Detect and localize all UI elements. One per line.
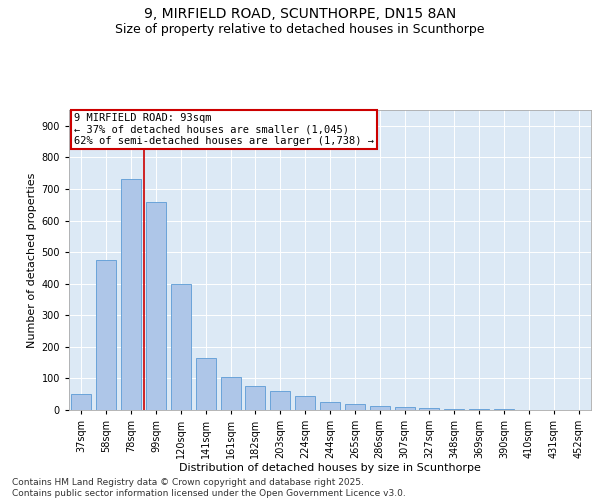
- Text: 9 MIRFIELD ROAD: 93sqm
← 37% of detached houses are smaller (1,045)
62% of semi-: 9 MIRFIELD ROAD: 93sqm ← 37% of detached…: [74, 113, 374, 146]
- Bar: [146, 202, 166, 410]
- Bar: [171, 284, 191, 410]
- Bar: [345, 404, 365, 410]
- Bar: [71, 394, 91, 410]
- Bar: [445, 409, 464, 410]
- Bar: [320, 402, 340, 410]
- X-axis label: Distribution of detached houses by size in Scunthorpe: Distribution of detached houses by size …: [179, 462, 481, 472]
- Bar: [395, 408, 415, 410]
- Text: Contains HM Land Registry data © Crown copyright and database right 2025.
Contai: Contains HM Land Registry data © Crown c…: [12, 478, 406, 498]
- Text: 9, MIRFIELD ROAD, SCUNTHORPE, DN15 8AN: 9, MIRFIELD ROAD, SCUNTHORPE, DN15 8AN: [144, 8, 456, 22]
- Bar: [196, 358, 215, 410]
- Bar: [245, 386, 265, 410]
- Bar: [295, 396, 315, 410]
- Text: Size of property relative to detached houses in Scunthorpe: Size of property relative to detached ho…: [115, 22, 485, 36]
- Bar: [121, 180, 141, 410]
- Bar: [370, 406, 389, 410]
- Bar: [97, 260, 116, 410]
- Bar: [221, 377, 241, 410]
- Bar: [271, 391, 290, 410]
- Bar: [419, 408, 439, 410]
- Y-axis label: Number of detached properties: Number of detached properties: [28, 172, 37, 348]
